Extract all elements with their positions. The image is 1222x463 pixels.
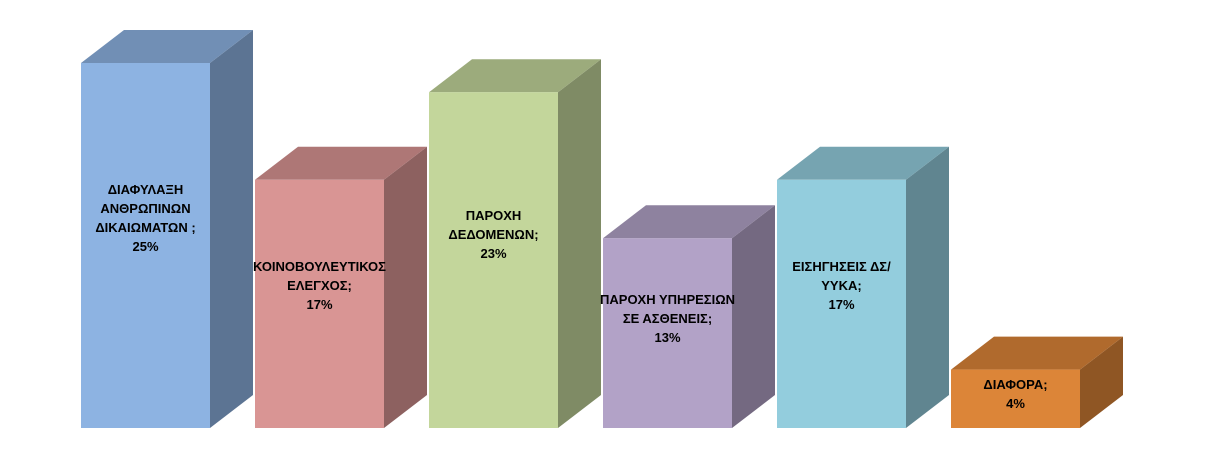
- bar-side: [1080, 336, 1123, 428]
- bar: [255, 179, 384, 428]
- bar: [429, 92, 558, 428]
- bar-side: [732, 205, 775, 428]
- bar-top: [429, 59, 601, 93]
- category-label: ΠΑΡΟΧΗ ΔΕΔΟΜΕΝΩΝ;: [448, 208, 539, 243]
- data-label: ΔΙΑΦΥΛΑΞΗ ΑΝΘΡΩΠΙΝΩΝ ΔΙΚΑΙΩΜΑΤΩΝ ; 25%: [78, 63, 213, 373]
- bar-top: [603, 205, 775, 239]
- category-label: ΔΙΑΦΥΛΑΞΗ ΑΝΘΡΩΠΙΝΩΝ ΔΙΚΑΙΩΜΑΤΩΝ ;: [95, 182, 196, 236]
- category-label: ΕΙΣΗΓΗΣΕΙΣ ΔΣ/ΥΥΚΑ;: [792, 258, 891, 293]
- data-label: ΚΟΙΝΟΒΟΥΛΕΥΤΙΚΟΣ ΕΛΕΓΧΟΣ; 17%: [252, 180, 387, 391]
- category-label: ΔΙΑΦΟΡΑ;: [983, 377, 1048, 393]
- bar-top: [777, 146, 949, 180]
- category-label: ΠΑΡΟΧΗ ΥΠΗΡΕΣΙΩΝ ΣΕ ΑΣΘΕΝΕΙΣ;: [600, 292, 736, 327]
- bar: [777, 179, 906, 428]
- data-label: ΕΙΣΗΓΗΣΕΙΣ ΔΣ/ΥΥΚΑ; 17%: [774, 180, 909, 391]
- bar: [81, 63, 210, 428]
- data-label: ΔΙΑΦΟΡΑ; 4%: [948, 370, 1083, 420]
- value-label: 17%: [828, 296, 855, 312]
- bar-top: [951, 336, 1123, 370]
- bar-side: [210, 30, 253, 428]
- bar-top: [81, 30, 253, 63]
- bar-side: [384, 146, 427, 429]
- value-label: 25%: [132, 239, 159, 255]
- category-label: ΚΟΙΝΟΒΟΥΛΕΥΤΙΚΟΣ ΕΛΕΓΧΟΣ;: [253, 258, 386, 293]
- value-label: 4%: [1006, 396, 1025, 412]
- bar: [951, 369, 1080, 428]
- data-label: ΠΑΡΟΧΗ ΔΕΔΟΜΕΝΩΝ; 23%: [426, 92, 561, 377]
- bar: [603, 238, 732, 428]
- value-label: 23%: [480, 246, 507, 262]
- value-label: 17%: [306, 296, 333, 312]
- bar-side: [906, 146, 949, 429]
- bar-top: [255, 146, 427, 180]
- data-label: ΠΑΡΟΧΗ ΥΠΗΡΕΣΙΩΝ ΣΕ ΑΣΘΕΝΕΙΣ; 13%: [600, 238, 735, 399]
- value-label: 13%: [654, 330, 681, 346]
- bar-side: [558, 59, 601, 428]
